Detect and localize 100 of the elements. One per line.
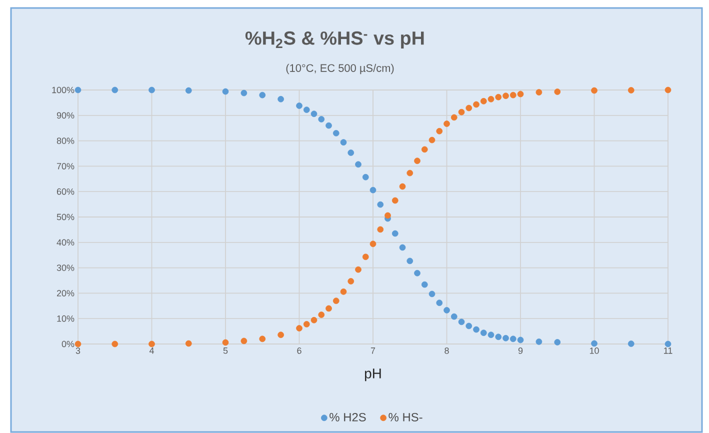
point: [240, 90, 248, 96]
point: [502, 92, 509, 100]
point: [591, 87, 598, 94]
y-tick-label: 30%: [56, 264, 74, 271]
point: [384, 212, 391, 219]
x-tick-label: 4: [149, 348, 154, 354]
chart-subtitle: (10°C, EC 500 µS/cm): [286, 64, 394, 74]
point: [185, 87, 192, 94]
point: [112, 86, 118, 94]
point: [480, 98, 487, 104]
point: [318, 116, 325, 122]
point: [421, 281, 428, 288]
point: [278, 96, 284, 102]
point: [340, 139, 347, 146]
point: [148, 86, 155, 94]
point: [488, 332, 494, 338]
point: [664, 86, 672, 94]
point: [303, 106, 310, 113]
point: [450, 313, 458, 320]
point: [436, 300, 443, 306]
point: [310, 316, 318, 324]
point: [428, 136, 436, 144]
point: [421, 146, 428, 153]
x-tick-label: 5: [223, 348, 228, 354]
point: [370, 240, 376, 248]
point: [148, 340, 155, 348]
point: [473, 101, 480, 108]
point: [332, 298, 340, 304]
point: [466, 104, 472, 112]
point: [296, 325, 302, 332]
point: [392, 197, 398, 204]
point: [74, 86, 82, 94]
point: [310, 110, 318, 118]
point: [536, 338, 542, 345]
point: [355, 266, 362, 273]
point: [502, 334, 509, 342]
x-tick-label: 6: [297, 348, 302, 354]
point: [406, 258, 414, 264]
x-tick-label: 7: [370, 348, 376, 354]
point: [473, 326, 480, 333]
point: [664, 340, 672, 348]
point: [536, 89, 542, 96]
y-tick-label: 20%: [56, 290, 74, 296]
point: [348, 278, 354, 284]
point: [480, 330, 487, 336]
x-tick-label: 10: [590, 348, 599, 354]
point: [517, 90, 524, 98]
point: [332, 130, 340, 136]
x-tick-label: 3: [76, 348, 80, 354]
point: [450, 114, 458, 121]
point: [112, 340, 118, 348]
point: [554, 339, 561, 346]
point: [362, 254, 369, 260]
point: [296, 102, 302, 109]
y-tick-label: 40%: [56, 239, 74, 246]
y-tick-label: 10%: [57, 315, 74, 322]
point: [444, 307, 450, 314]
point: [370, 186, 376, 194]
point: [259, 336, 266, 342]
point: [406, 170, 414, 176]
point: [392, 230, 398, 237]
point: [278, 332, 284, 338]
x-tick-label: 9: [518, 348, 523, 354]
point: [399, 183, 406, 190]
point: [458, 108, 465, 116]
point: [488, 96, 494, 102]
point: [495, 334, 502, 340]
y-tick-label: 80%: [56, 138, 74, 144]
point: [554, 88, 561, 95]
point: [466, 322, 472, 330]
point: [340, 288, 347, 295]
y-tick-label: 100%: [52, 86, 74, 94]
point: [436, 128, 443, 134]
point: [348, 150, 354, 156]
point: [458, 318, 465, 326]
point: [326, 122, 332, 129]
point: [362, 174, 369, 180]
point: [517, 336, 524, 344]
point: [591, 340, 598, 347]
point: [428, 290, 436, 298]
point: [377, 201, 384, 208]
point: [74, 340, 82, 348]
point: [399, 244, 406, 251]
x-tick-label: 11: [664, 348, 672, 354]
point: [240, 338, 248, 344]
point: [185, 340, 192, 347]
chart-title: %H$_{2}$S & %HS$^{-}$ vs pH: [245, 31, 424, 49]
y-tick-label: 90%: [56, 112, 74, 119]
point: [444, 120, 450, 127]
point: [303, 321, 310, 328]
point: [510, 92, 516, 98]
y-tick-label: 50%: [56, 214, 74, 220]
point: [495, 94, 502, 100]
point: [628, 340, 634, 347]
y-tick-label: 0%: [62, 340, 74, 348]
point: [414, 270, 420, 276]
point: [259, 92, 266, 98]
x-tick-label: 8: [444, 348, 449, 354]
point: [414, 158, 420, 164]
point: [510, 336, 516, 342]
